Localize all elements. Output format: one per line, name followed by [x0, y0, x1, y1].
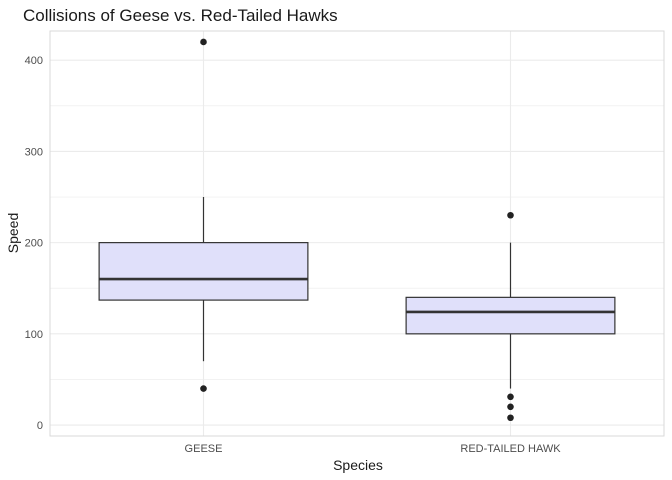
outlier-point	[507, 414, 514, 422]
outlier-point	[200, 385, 207, 392]
box-geese	[98, 38, 309, 392]
y-axis-label: Speed	[5, 213, 21, 253]
x-axis-label: Species	[333, 457, 383, 473]
y-tick-label: 300	[25, 146, 43, 158]
box-red-tailed-hawk	[405, 211, 616, 422]
panel-border	[49, 30, 665, 437]
plot-marks	[98, 38, 616, 422]
y-tick-label: 0	[37, 420, 43, 432]
chart-title: Collisions of Geese vs. Red-Tailed Hawks	[23, 6, 338, 25]
y-tick-label: 200	[25, 238, 43, 250]
y-tick-label: 400	[25, 55, 43, 67]
outlier-point	[507, 211, 514, 219]
grid	[50, 31, 664, 436]
x-tick-label: RED-TAILED HAWK	[460, 443, 561, 455]
y-tick-label: 100	[25, 329, 43, 341]
outlier-point	[507, 393, 514, 401]
outlier-point	[200, 38, 207, 46]
box-iqr	[98, 242, 309, 301]
y-axis-ticks: 0 100 200 300 400	[25, 55, 43, 432]
outlier-point	[507, 403, 514, 411]
x-axis-ticks: GEESE RED-TAILED HAWK	[185, 443, 562, 455]
x-tick-label: GEESE	[185, 443, 223, 455]
box-iqr	[405, 296, 616, 335]
